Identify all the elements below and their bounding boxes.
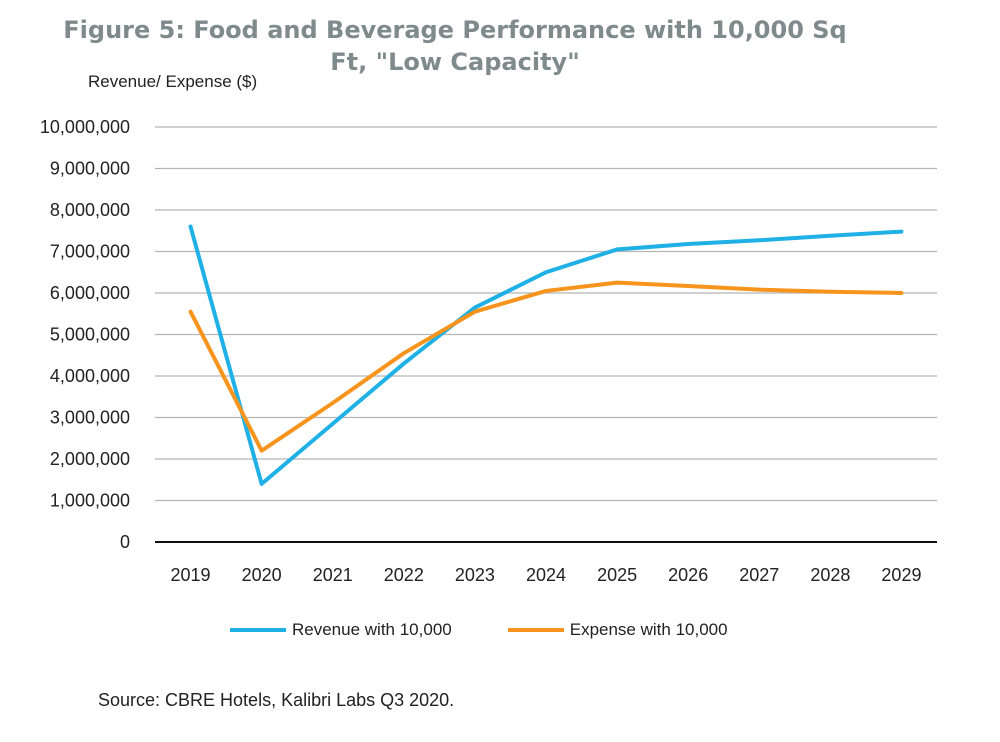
y-tick-label: 1,000,000 [50, 491, 130, 511]
y-tick-label: 10,000,000 [40, 117, 130, 137]
x-tick-label: 2026 [668, 565, 708, 585]
y-tick-label: 5,000,000 [50, 325, 130, 345]
x-tick-label: 2021 [313, 565, 353, 585]
y-tick-labels: 0 1,000,000 2,000,000 3,000,000 4,000,000 5,0… [40, 117, 130, 552]
chart-title-line2: Ft, "Low Capacity" [330, 48, 580, 76]
chart-title-line1: Figure 5: Food and Beverage Performance … [63, 16, 847, 44]
source-note: Source: CBRE Hotels, Kalibri Labs Q3 202… [98, 690, 455, 710]
x-tick-label: 2020 [242, 565, 282, 585]
y-axis-label: Revenue/ Expense ($) [88, 72, 258, 91]
y-tick-label: 8,000,000 [50, 200, 130, 220]
chart-title: Figure 5: Food and Beverage Performance … [0, 14, 910, 78]
series-line-expense [188, 280, 904, 453]
x-tick-label: 2025 [597, 565, 637, 585]
legend-item-revenue: Revenue with 10,000 [230, 620, 452, 640]
x-tick-label: 2022 [384, 565, 424, 585]
legend-label-revenue: Revenue with 10,000 [292, 620, 452, 639]
x-tick-label: 2027 [739, 565, 779, 585]
legend-swatch-expense [507, 628, 564, 632]
x-tick-label: 2023 [455, 565, 495, 585]
x-tick-label: 2029 [881, 565, 921, 585]
series-lines [188, 224, 904, 486]
y-tick-label: 2,000,000 [50, 449, 130, 469]
legend: Revenue with 10,000 Expense with 10,000 [230, 620, 728, 640]
legend-item-expense: Expense with 10,000 [507, 620, 728, 640]
y-tick-label: 9,000,000 [50, 159, 130, 179]
legend-swatch-revenue [230, 628, 286, 632]
series-line-revenue [188, 224, 904, 486]
x-tick-label: 2028 [810, 565, 850, 585]
legend-label-expense: Expense with 10,000 [569, 620, 728, 639]
y-tick-label: 3,000,000 [50, 408, 130, 428]
x-tick-labels: 2019 2020 2021 2022 2023 2024 2025 2026 2027 2028… [171, 565, 922, 585]
y-tick-label: 0 [120, 532, 130, 552]
x-tick-label: 2024 [526, 565, 566, 585]
y-tick-label: 6,000,000 [50, 283, 130, 303]
y-tick-label: 4,000,000 [50, 366, 130, 386]
y-tick-label: 7,000,000 [50, 242, 130, 262]
x-tick-label: 2019 [171, 565, 211, 585]
